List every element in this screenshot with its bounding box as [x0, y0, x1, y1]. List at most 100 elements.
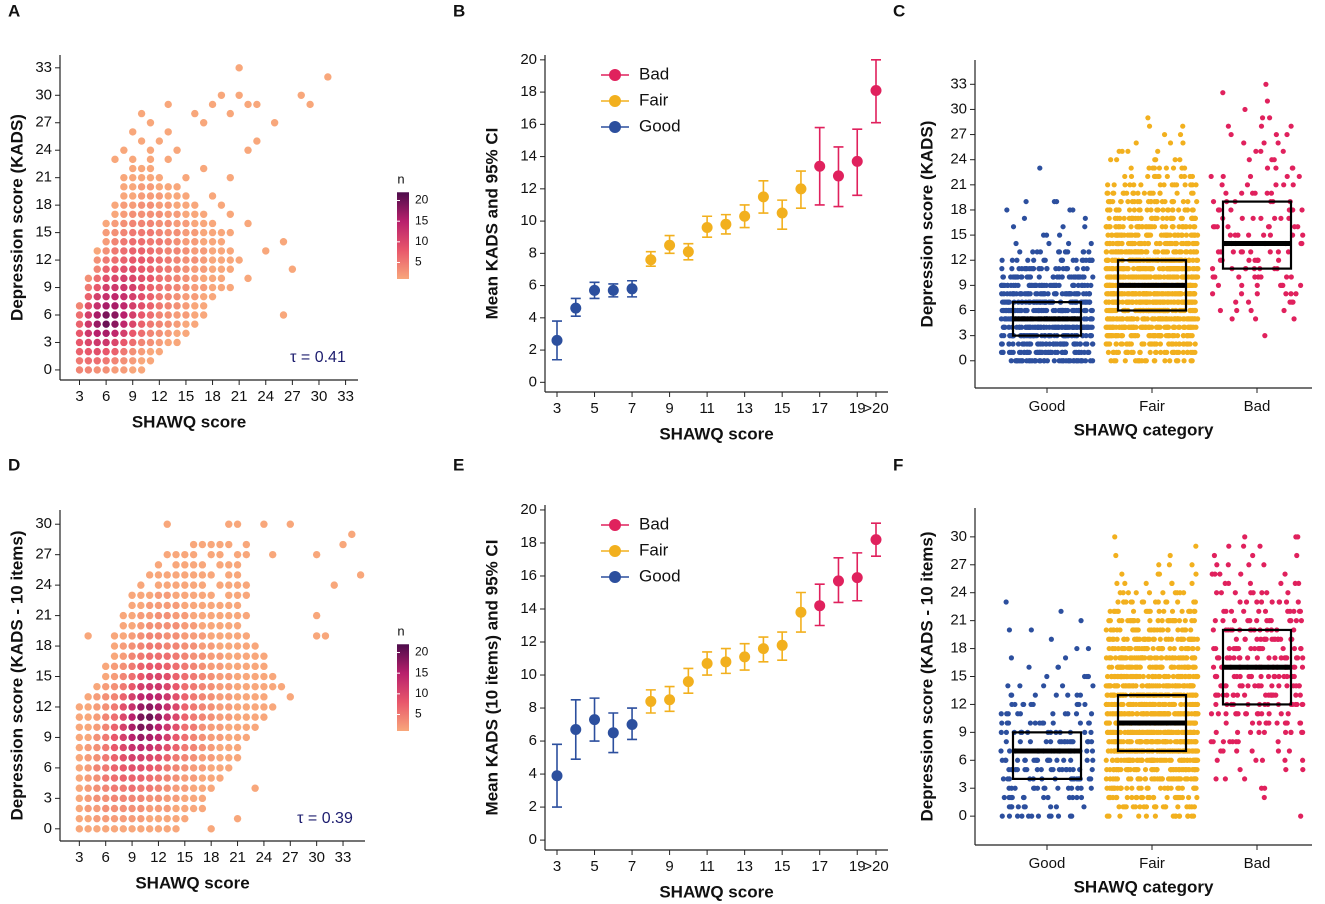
- count-dot: [233, 723, 242, 731]
- jitter-dot: [1033, 324, 1039, 330]
- jitter-dot: [1112, 701, 1118, 708]
- jitter-dot: [1106, 655, 1112, 661]
- count-dot: [173, 228, 181, 237]
- jitter-dot: [1112, 655, 1119, 661]
- jitter-dot: [1209, 571, 1215, 577]
- jitter-dot: [1257, 543, 1263, 549]
- count-dot: [172, 814, 180, 823]
- jitter-dot: [1177, 249, 1183, 255]
- jitter-dot: [1155, 316, 1161, 322]
- jitter-dot: [1258, 274, 1264, 280]
- count-dot: [208, 228, 217, 237]
- count-dot: [164, 128, 172, 136]
- count-dot: [93, 347, 101, 356]
- panel-label: C: [893, 1, 905, 20]
- count-dot: [226, 265, 234, 273]
- count-dot: [120, 320, 128, 328]
- jitter-dot: [1145, 198, 1152, 205]
- count-dot: [137, 733, 145, 742]
- jitter-dot: [1209, 291, 1216, 297]
- count-dot: [164, 329, 172, 338]
- legend-dot: [609, 95, 621, 107]
- jitter-dot: [1128, 599, 1134, 605]
- count-dot: [129, 265, 137, 273]
- jitter-dot: [1130, 804, 1136, 810]
- count-dot: [146, 155, 155, 164]
- count-dot: [137, 164, 146, 173]
- jitter-dot: [1254, 636, 1260, 642]
- jitter-dot: [1212, 618, 1218, 624]
- x-tick-label: 15: [774, 858, 791, 875]
- jitter-dot: [1042, 785, 1048, 791]
- jitter-dot: [1106, 739, 1113, 745]
- jitter-dot: [1145, 173, 1151, 180]
- count-dot: [216, 764, 224, 772]
- jitter-dot: [1024, 307, 1030, 314]
- jitter-dot: [1260, 645, 1266, 652]
- jitter-dot: [1125, 232, 1131, 238]
- count-dot: [145, 662, 154, 671]
- jitter-dot: [1077, 341, 1083, 347]
- jitter-dot: [1076, 701, 1082, 708]
- jitter-dot: [1267, 692, 1274, 698]
- y-axis-title: Mean KADS (10 items) and 95% CI: [482, 540, 501, 816]
- jitter-dot: [1069, 324, 1075, 330]
- count-dot: [84, 743, 92, 752]
- jitter-dot: [1114, 683, 1120, 689]
- count-dot: [198, 774, 207, 782]
- count-dot: [226, 228, 234, 237]
- jitter-dot: [998, 711, 1004, 717]
- jitter-dot: [1136, 785, 1142, 791]
- count-dot: [102, 723, 110, 731]
- count-dot: [199, 302, 208, 310]
- jitter-dot: [1185, 341, 1191, 347]
- jitter-dot: [1220, 90, 1226, 96]
- count-dot: [129, 228, 137, 237]
- jitter-dot: [1057, 739, 1063, 745]
- jitter-dot: [1088, 240, 1094, 247]
- jitter-dot: [1186, 266, 1192, 272]
- jitter-dot: [1175, 599, 1181, 605]
- mean-point: [720, 218, 732, 230]
- jitter-dot: [1233, 636, 1239, 642]
- count-dot: [225, 642, 233, 650]
- count-dot: [182, 265, 190, 273]
- count-dot: [145, 591, 154, 599]
- jitter-dot: [1241, 140, 1247, 146]
- jitter-dot: [1048, 804, 1054, 810]
- count-dot: [120, 247, 128, 255]
- y-tick-label: 0: [529, 373, 537, 390]
- jitter-dot: [1246, 673, 1252, 680]
- count-dot: [163, 703, 171, 711]
- jitter-dot: [1035, 813, 1042, 819]
- panel-label: F: [893, 455, 903, 474]
- count-dot: [164, 155, 172, 164]
- jitter-dot: [1211, 552, 1217, 559]
- count-dot: [102, 320, 110, 328]
- x-tick-label: 11: [699, 400, 715, 417]
- jitter-dot: [1160, 207, 1166, 213]
- count-dot: [120, 311, 128, 319]
- y-tick-label: 20: [520, 51, 537, 68]
- jitter-dot: [1136, 299, 1142, 305]
- y-tick-label: 0: [44, 820, 52, 837]
- count-dot: [129, 201, 137, 209]
- jitter-dot: [1032, 692, 1038, 698]
- jitter-dot: [1068, 274, 1074, 280]
- jitter-dot: [1105, 341, 1111, 347]
- count-dot: [137, 825, 145, 833]
- jitter-dot: [1106, 794, 1113, 801]
- jitter-dot: [1282, 729, 1289, 735]
- count-dot: [128, 591, 136, 599]
- jitter-dot: [1133, 232, 1139, 238]
- count-dot: [181, 693, 189, 701]
- count-dot: [226, 109, 234, 118]
- count-dot: [173, 201, 181, 209]
- count-dot: [137, 265, 146, 273]
- count-dot: [164, 100, 172, 109]
- y-tick-label: 3: [959, 779, 967, 796]
- jitter-dot: [1068, 757, 1074, 763]
- jitter-dot: [1229, 316, 1235, 322]
- jitter-dot: [1032, 720, 1038, 726]
- count-dot: [110, 723, 119, 731]
